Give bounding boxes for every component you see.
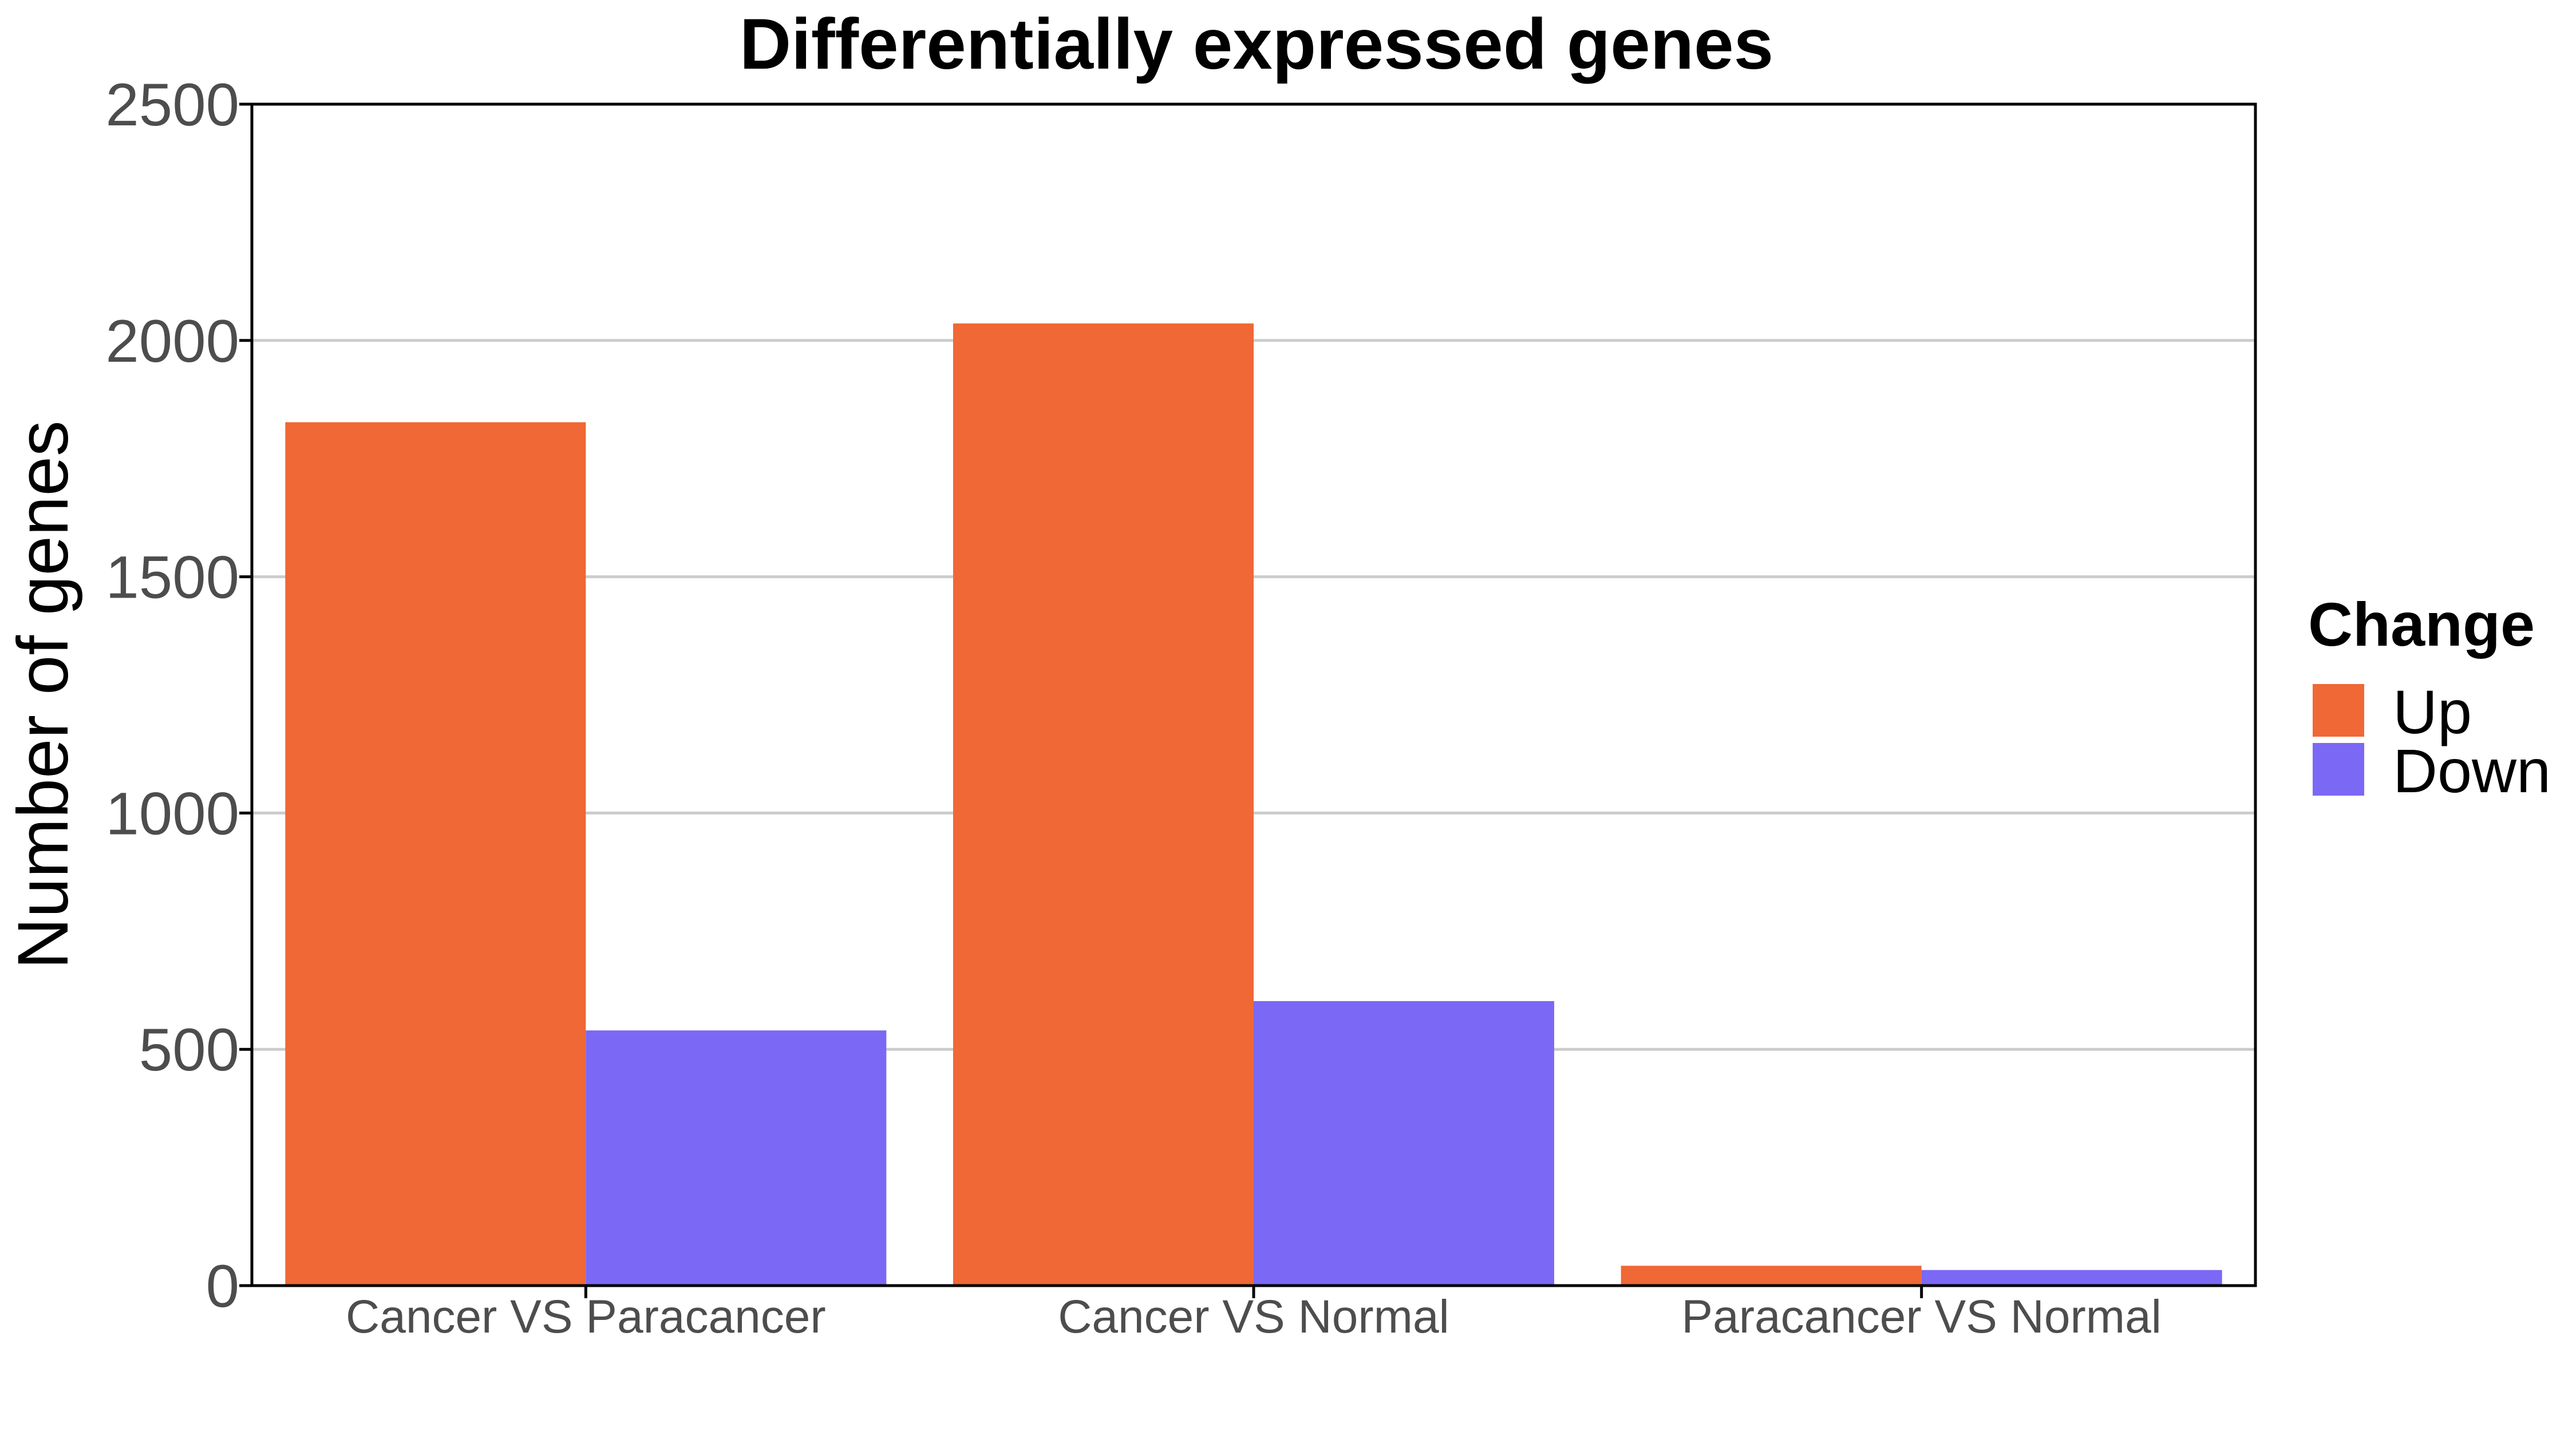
y-tick-label: 1500 — [105, 544, 239, 611]
y-tick-label: 2000 — [105, 308, 239, 375]
x-axis-ticks: Cancer VS Paracancer Cancer VS Normal Para… — [346, 1286, 2162, 1343]
x-tick-label: Paracancer VS Normal — [1681, 1291, 2162, 1343]
legend-label-down: Down — [2393, 736, 2551, 805]
bar-up-3 — [1621, 1266, 1922, 1286]
bar-down-2 — [1254, 1001, 1554, 1286]
y-tick-label: 2500 — [105, 72, 239, 139]
x-tick-label: Cancer VS Normal — [1058, 1291, 1449, 1343]
x-tick-label: Cancer VS Paracancer — [346, 1291, 826, 1343]
y-tick-label: 1000 — [105, 780, 239, 847]
y-tick-label: 500 — [139, 1017, 239, 1084]
bar-down-3 — [1921, 1270, 2222, 1286]
chart-title: Differentially expressed genes — [740, 5, 1773, 84]
legend-title: Change — [2308, 590, 2535, 659]
legend-swatch-up — [2313, 684, 2364, 737]
bar-up-2 — [953, 323, 1254, 1286]
y-tick-label: 0 — [206, 1253, 239, 1320]
bars — [285, 323, 2222, 1286]
legend: Change Up Down — [2308, 590, 2551, 805]
y-axis-label: Number of genes — [3, 421, 83, 970]
bar-down-1 — [586, 1030, 887, 1286]
legend-label-up: Up — [2393, 677, 2472, 746]
legend-swatch-down — [2313, 743, 2364, 796]
bar-up-1 — [285, 422, 586, 1286]
y-axis-ticks: 0 500 1000 1500 2000 2500 — [105, 72, 252, 1320]
